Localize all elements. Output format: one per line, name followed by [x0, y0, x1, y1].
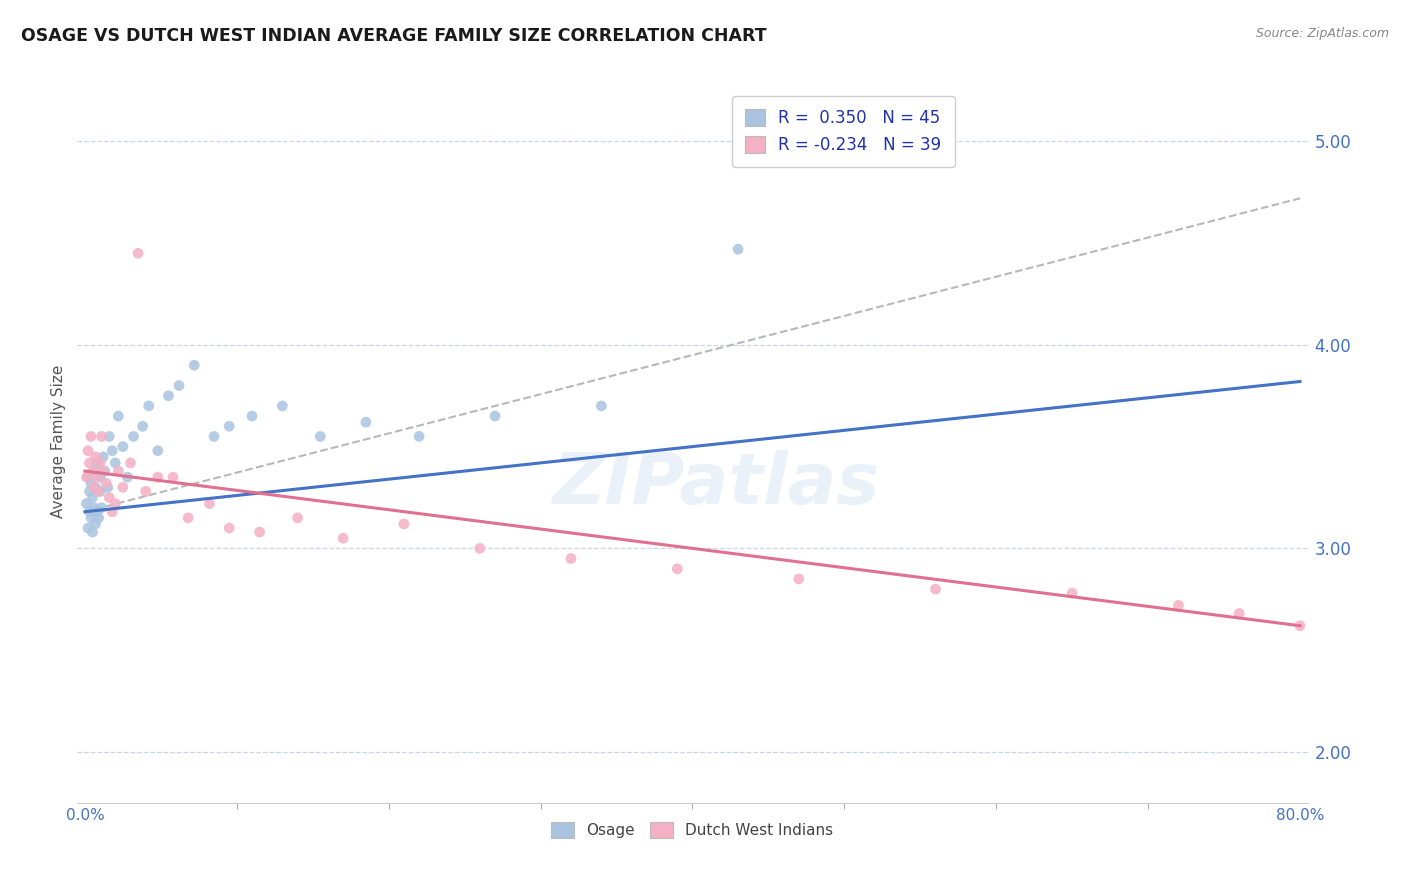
- Point: [157, 389, 180, 403]
- Point: [218, 419, 240, 434]
- Point: [787, 572, 810, 586]
- Point: [924, 582, 946, 596]
- Point: [86, 505, 108, 519]
- Point: [82, 525, 104, 540]
- Point: [84, 516, 107, 531]
- Point: [198, 497, 221, 511]
- Text: OSAGE VS DUTCH WEST INDIAN AVERAGE FAMILY SIZE CORRELATION CHART: OSAGE VS DUTCH WEST INDIAN AVERAGE FAMIL…: [21, 27, 766, 45]
- Point: [87, 511, 110, 525]
- Point: [271, 399, 294, 413]
- Point: [93, 464, 115, 478]
- Point: [91, 450, 114, 464]
- Point: [101, 505, 124, 519]
- Point: [111, 480, 134, 494]
- Point: [408, 429, 430, 443]
- Point: [120, 456, 142, 470]
- Point: [309, 429, 332, 443]
- Point: [104, 456, 127, 470]
- Point: [560, 551, 582, 566]
- Point: [666, 562, 689, 576]
- Point: [75, 497, 97, 511]
- Text: Source: ZipAtlas.com: Source: ZipAtlas.com: [1256, 27, 1389, 40]
- Point: [727, 242, 749, 256]
- Point: [80, 429, 103, 443]
- Point: [79, 484, 101, 499]
- Point: [131, 419, 153, 434]
- Legend: Osage, Dutch West Indians: Osage, Dutch West Indians: [544, 814, 841, 846]
- Point: [82, 491, 104, 505]
- Point: [98, 429, 121, 443]
- Point: [111, 440, 134, 454]
- Point: [117, 470, 139, 484]
- Point: [135, 484, 157, 499]
- Point: [91, 464, 114, 478]
- Point: [202, 429, 225, 443]
- Point: [287, 511, 309, 525]
- Point: [79, 456, 101, 470]
- Point: [1062, 586, 1084, 600]
- Point: [77, 443, 100, 458]
- Point: [83, 500, 105, 515]
- Point: [80, 511, 103, 525]
- Point: [240, 409, 263, 423]
- Point: [107, 409, 129, 423]
- Y-axis label: Average Family Size: Average Family Size: [51, 365, 66, 518]
- Point: [1289, 618, 1312, 632]
- Point: [162, 470, 184, 484]
- Point: [122, 429, 145, 443]
- Point: [354, 415, 377, 429]
- Point: [87, 484, 110, 499]
- Point: [80, 476, 103, 491]
- Point: [218, 521, 240, 535]
- Point: [86, 470, 108, 484]
- Point: [83, 464, 105, 478]
- Point: [183, 358, 205, 372]
- Point: [468, 541, 491, 556]
- Point: [89, 470, 111, 484]
- Point: [127, 246, 149, 260]
- Point: [86, 456, 108, 470]
- Point: [146, 443, 169, 458]
- Text: ZIPatlas: ZIPatlas: [554, 450, 880, 519]
- Point: [83, 480, 105, 494]
- Point: [84, 480, 107, 494]
- Point: [97, 480, 120, 494]
- Point: [90, 429, 112, 443]
- Point: [98, 491, 121, 505]
- Point: [77, 521, 100, 535]
- Point: [332, 531, 354, 545]
- Point: [146, 470, 169, 484]
- Point: [75, 470, 97, 484]
- Point: [84, 450, 107, 464]
- Point: [82, 464, 104, 478]
- Point: [90, 500, 112, 515]
- Point: [101, 443, 124, 458]
- Point: [177, 511, 200, 525]
- Point: [591, 399, 613, 413]
- Point: [167, 378, 190, 392]
- Point: [1167, 599, 1189, 613]
- Point: [89, 456, 111, 470]
- Point: [89, 484, 111, 499]
- Point: [392, 516, 415, 531]
- Point: [107, 464, 129, 478]
- Point: [77, 470, 100, 484]
- Point: [249, 525, 271, 540]
- Point: [96, 476, 118, 491]
- Point: [138, 399, 160, 413]
- Point: [104, 497, 127, 511]
- Point: [79, 505, 101, 519]
- Point: [484, 409, 506, 423]
- Point: [1227, 607, 1250, 621]
